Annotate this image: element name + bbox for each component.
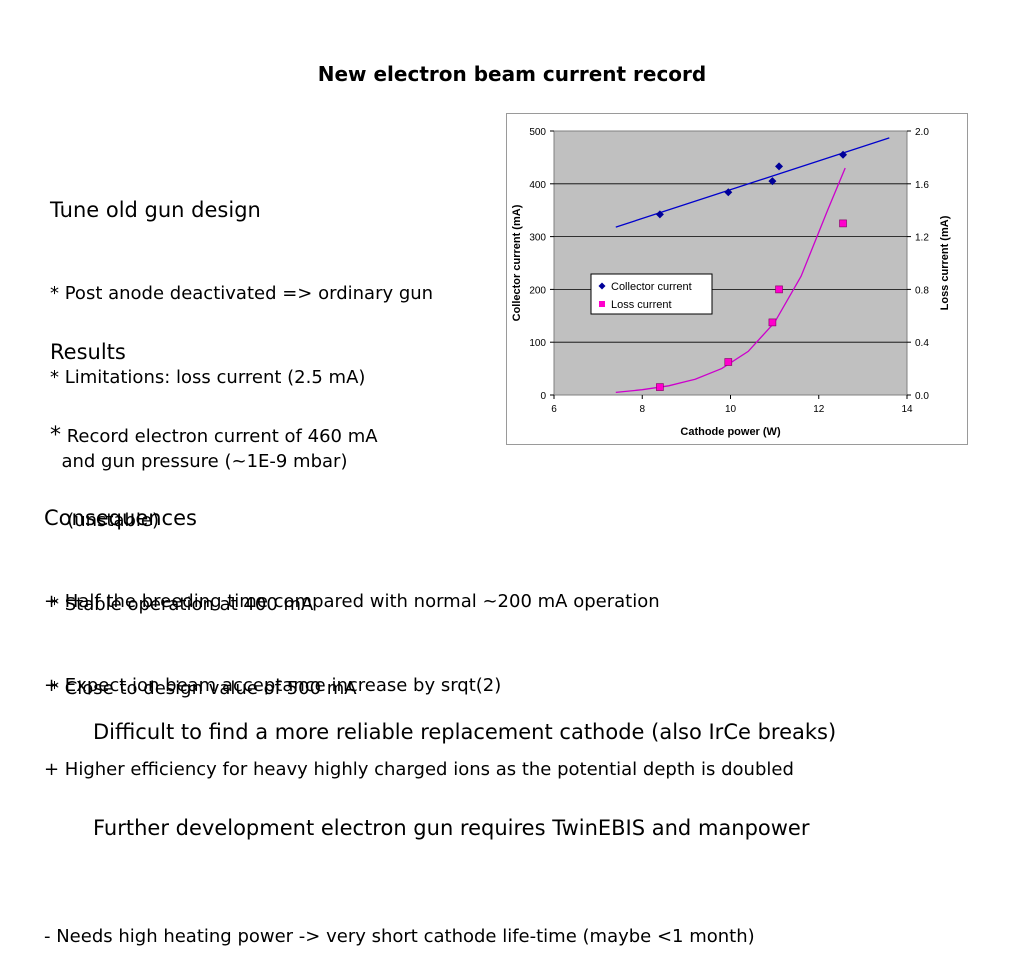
legend-marker-loss bbox=[599, 301, 605, 307]
x-tick-label: 6 bbox=[551, 404, 557, 415]
y-axis-label: Collector current (mA) bbox=[511, 204, 523, 321]
legend-label: Loss current bbox=[611, 299, 672, 311]
bottom-notes: Difficult to find a more reliable replac… bbox=[93, 652, 836, 876]
collector-point bbox=[655, 210, 664, 219]
loss-point bbox=[656, 383, 664, 391]
tune-line-1: * Post anode deactivated => ordinary gun bbox=[50, 283, 434, 304]
y2-tick-label: 0.4 bbox=[915, 338, 929, 349]
x-tick-label: 8 bbox=[639, 404, 645, 415]
y2-axis-label: Loss current (mA) bbox=[939, 215, 951, 310]
y2-tick-label: 1.2 bbox=[915, 233, 929, 244]
bottom-line-2: Further development electron gun require… bbox=[93, 816, 810, 840]
consequence-line-1: + Half the breeding time compared with n… bbox=[44, 591, 660, 612]
y2-tick-label: 2.0 bbox=[915, 127, 929, 138]
results-line-1-text: Record electron current of 460 mA bbox=[61, 426, 378, 447]
y2-tick-label: 0.8 bbox=[915, 285, 929, 296]
collector-point bbox=[839, 150, 848, 159]
loss-point bbox=[724, 358, 733, 366]
results-heading: Results bbox=[50, 340, 126, 364]
y-tick-label: 0 bbox=[540, 391, 546, 402]
results-line-2: (unstable) bbox=[50, 510, 159, 531]
tune-line-2: * Limitations: loss current (2.5 mA) bbox=[50, 367, 366, 388]
y-tick-label: 500 bbox=[529, 127, 546, 138]
legend-marker-collector bbox=[598, 282, 606, 290]
collector-point bbox=[724, 188, 733, 197]
exponential-fit-line bbox=[615, 167, 846, 394]
y2-tick-label: 1.6 bbox=[915, 180, 929, 191]
results-line-1: * Record electron current of 460 mA bbox=[50, 422, 378, 451]
tune-heading: Tune old gun design bbox=[50, 198, 261, 222]
consequence-line-2: + Expect ion beam acceptance increase by… bbox=[44, 675, 502, 696]
slide-title: New electron beam current record bbox=[317, 62, 707, 86]
y2-tick-label: 0.0 bbox=[915, 391, 929, 402]
chart-svg: 0 100 200 300 400 500 0.0 0.4 0.8 1.2 1.6 2.0 6 8 10 12… bbox=[511, 127, 951, 438]
x-axis-label: Cathode power (W) bbox=[680, 426, 781, 438]
consequences-heading: Consequences bbox=[44, 506, 197, 530]
x-tick-label: 12 bbox=[813, 404, 825, 415]
tune-line-3: and gun pressure (~1E-9 mbar) bbox=[50, 451, 348, 472]
y-tick-label: 200 bbox=[529, 285, 546, 296]
x-tick-label: 14 bbox=[901, 404, 913, 415]
consequence-line-4: - Needs high heating power -> very short… bbox=[44, 926, 755, 947]
legend-box bbox=[590, 273, 713, 315]
results-line-3: * Stable operation at 400 mA bbox=[50, 594, 314, 615]
results-section: Results * Record electron current of 460… bbox=[50, 282, 378, 731]
legend-label: Collector current bbox=[611, 281, 692, 293]
y-tick-label: 300 bbox=[529, 233, 546, 244]
bottom-line-1: Difficult to find a more reliable replac… bbox=[93, 720, 837, 744]
loss-point bbox=[775, 285, 783, 294]
collector-point bbox=[768, 177, 777, 186]
chart-panel: 0 100 200 300 400 500 0.0 0.4 0.8 1.2 1.6 2.0 6 8 10 12… bbox=[506, 113, 968, 445]
tune-section: Tune old gun design * Post anode deactiv… bbox=[50, 140, 433, 504]
y-tick-label: 100 bbox=[529, 338, 546, 349]
results-line-4: * Close to design value of 500 mA bbox=[50, 678, 357, 699]
collector-point bbox=[775, 162, 784, 171]
loss-point bbox=[839, 219, 847, 228]
plot-area bbox=[553, 130, 908, 396]
loss-point bbox=[768, 318, 777, 327]
results-star: * bbox=[50, 423, 61, 448]
x-tick-label: 10 bbox=[725, 404, 737, 415]
y-tick-label: 400 bbox=[529, 180, 546, 191]
